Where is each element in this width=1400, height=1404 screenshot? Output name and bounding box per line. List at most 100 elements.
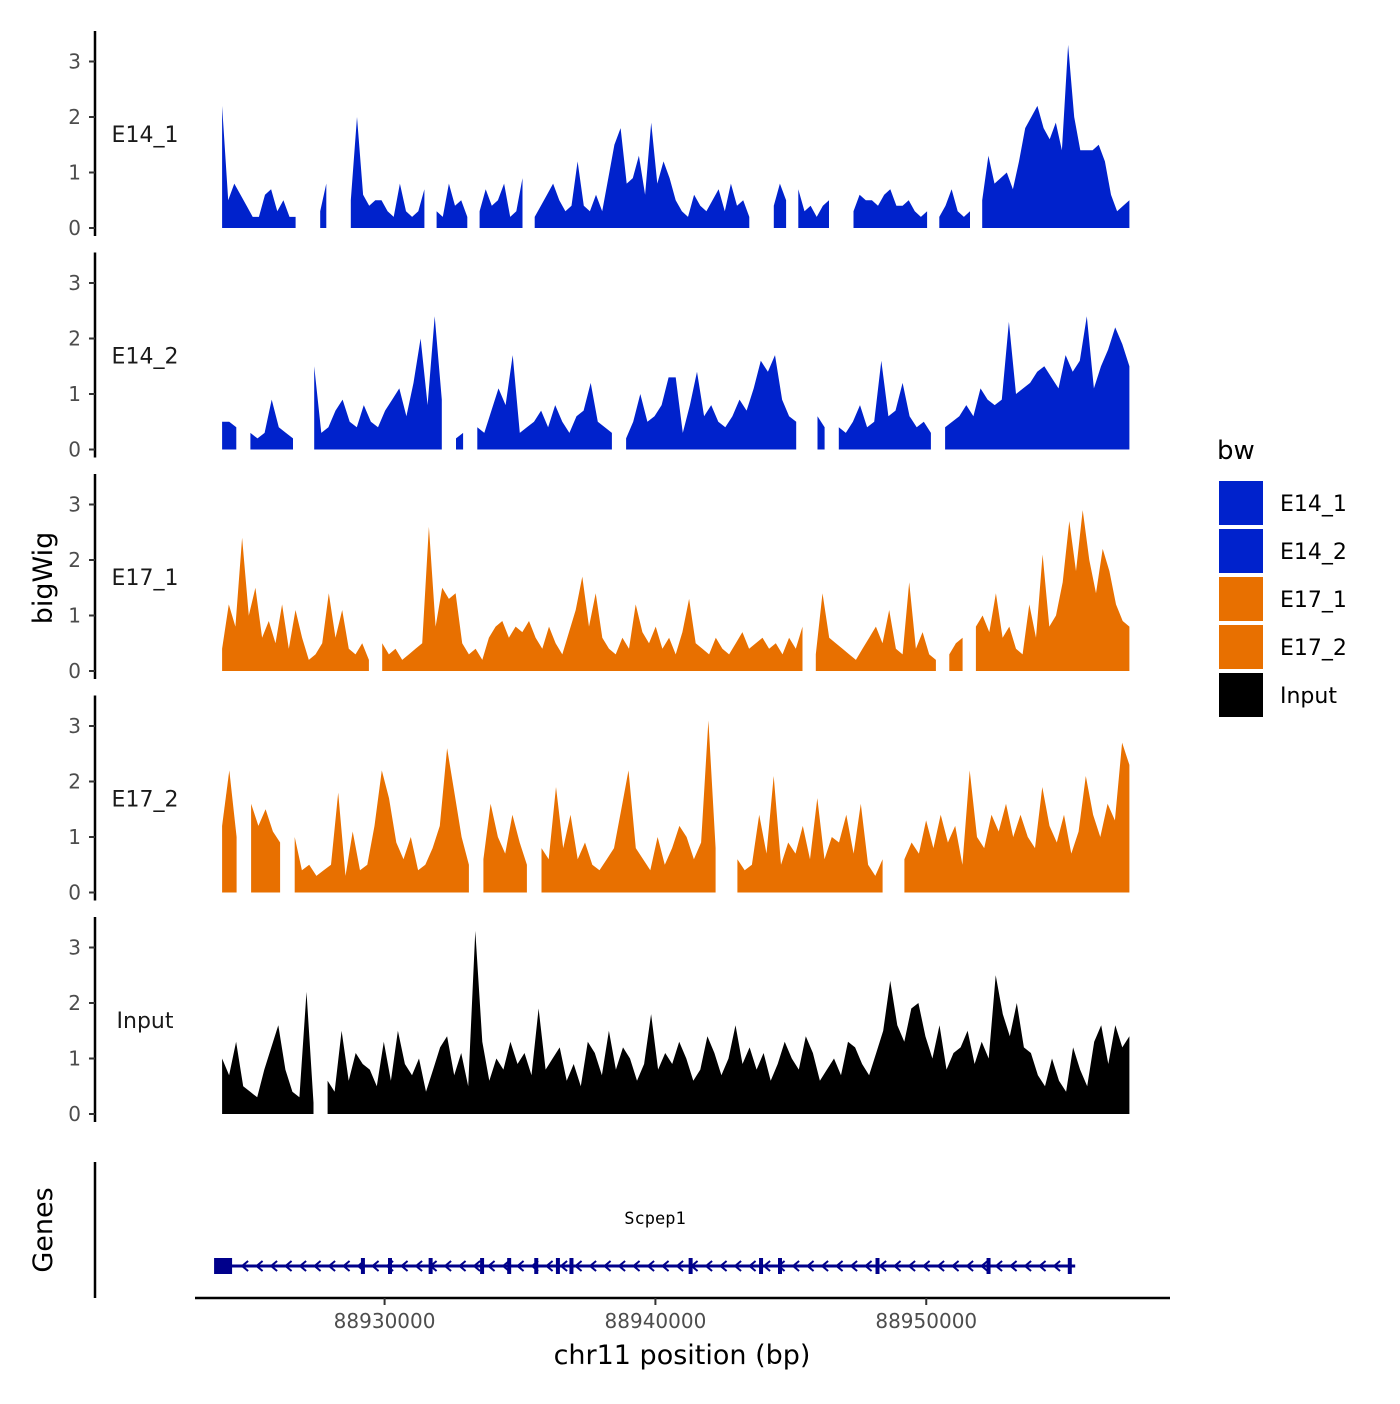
- strand-arrow: [240, 1260, 249, 1272]
- strand-arrow: [878, 1260, 887, 1272]
- strand-arrow: [559, 1260, 568, 1272]
- y-tick-label: 3: [68, 271, 81, 295]
- strand-arrow: [327, 1260, 336, 1272]
- track-e17_1: 0 1 2 3 E17_1: [68, 473, 1130, 683]
- coverage-area: [815, 582, 936, 671]
- coverage-area: [838, 360, 931, 450]
- strand-arrow: [661, 1260, 670, 1272]
- strand-arrow: [646, 1260, 655, 1272]
- strand-arrow: [617, 1260, 626, 1272]
- legend-label: E14_1: [1280, 492, 1347, 517]
- strand-arrow: [951, 1260, 960, 1272]
- coverage-area: [737, 776, 883, 893]
- gene-exon: [688, 1258, 693, 1274]
- legend-item-input: Input: [1219, 673, 1337, 717]
- legend-items: E14_1 E14_2 E17_1 E17_2 Input: [1219, 481, 1347, 717]
- y-tick-label: 1: [68, 382, 81, 406]
- strand-arrow: [1023, 1260, 1032, 1272]
- strand-arrow: [313, 1260, 322, 1272]
- strand-arrow: [675, 1260, 684, 1272]
- strand-arrow: [516, 1260, 525, 1272]
- strand-arrow: [632, 1260, 641, 1272]
- coverage-area: [798, 189, 829, 228]
- coverage-tracks: 0 1 2 3 E14_1 0 1 2 3 E14_2 0 1 2 3 E17_1 0 1 2 3 E17_2 0 1 2 3…: [68, 30, 1130, 1126]
- strand-arrow: [371, 1260, 380, 1272]
- strand-arrow: [965, 1260, 974, 1272]
- y-tick-label: 3: [68, 493, 81, 517]
- strand-arrow: [762, 1260, 771, 1272]
- y-tick-label: 2: [68, 991, 81, 1015]
- strand-arrow: [443, 1260, 452, 1272]
- strand-arrow: [980, 1260, 989, 1272]
- coverage-area: [327, 930, 1130, 1114]
- strand-arrow: [849, 1260, 858, 1272]
- legend-swatch: [1219, 529, 1263, 573]
- x-axis-ticks: 88930000 88940000 88950000: [334, 1298, 977, 1333]
- legend-label: E17_2: [1280, 636, 1347, 661]
- coverage-area: [456, 432, 464, 450]
- strand-arrow: [719, 1260, 728, 1272]
- coverage-area: [222, 770, 237, 893]
- strand-arrow: [472, 1260, 481, 1272]
- strand-arrow: [893, 1260, 902, 1272]
- strand-arrow: [994, 1260, 1003, 1272]
- strand-arrow: [298, 1260, 307, 1272]
- strand-arrow: [269, 1260, 278, 1272]
- legend-item-e14_1: E14_1: [1219, 481, 1347, 525]
- track-label: E14_2: [112, 345, 179, 370]
- y-tick-label: 3: [68, 714, 81, 738]
- y-tick-label: 0: [68, 1102, 81, 1126]
- strand-arrow: [400, 1260, 409, 1272]
- coverage-area: [483, 803, 527, 893]
- strand-arrow: [487, 1260, 496, 1272]
- legend-item-e14_2: E14_2: [1219, 529, 1347, 573]
- legend-item-e17_1: E17_1: [1219, 577, 1347, 621]
- y-tick-label: 1: [68, 604, 81, 628]
- strand-arrow: [835, 1260, 844, 1272]
- legend-swatch: [1219, 673, 1263, 717]
- x-tick-label: 88940000: [605, 1309, 707, 1333]
- coverage-area: [541, 720, 716, 893]
- coverage-area: [479, 178, 523, 228]
- coverage-area: [294, 748, 469, 893]
- coverage-area: [945, 316, 1130, 450]
- track-e14_1: 0 1 2 3 E14_1: [68, 30, 1130, 240]
- legend: bw E14_1 E14_2 E17_1 E17_2 Input: [1217, 436, 1347, 717]
- strand-arrow: [284, 1260, 293, 1272]
- coverage-area: [975, 510, 1130, 671]
- y-tick-label: 2: [68, 327, 81, 351]
- coverage-area: [436, 183, 468, 228]
- strand-arrow: [748, 1260, 757, 1272]
- strand-arrow: [458, 1260, 467, 1272]
- strand-arrow: [342, 1260, 351, 1272]
- gene-exon: [534, 1258, 539, 1274]
- coverage-area: [222, 105, 296, 228]
- gene-exon: [1067, 1258, 1072, 1274]
- coverage-area: [222, 991, 314, 1114]
- y-axis-title: bigWig: [28, 532, 59, 625]
- coverage-area: [222, 421, 237, 450]
- gene-exon: [428, 1258, 433, 1274]
- strand-arrow: [574, 1260, 583, 1272]
- strand-arrow: [791, 1260, 800, 1272]
- strand-arrow: [733, 1260, 742, 1272]
- coverage-area: [382, 526, 803, 671]
- track-input: 0 1 2 3 Input: [68, 916, 1130, 1126]
- legend-label: E14_2: [1280, 540, 1347, 565]
- gene-exon: [388, 1258, 392, 1274]
- y-tick-label: 3: [68, 936, 81, 960]
- strand-arrow: [704, 1260, 713, 1272]
- x-tick-label: 88930000: [334, 1309, 436, 1333]
- y-tick-label: 2: [68, 548, 81, 572]
- strand-arrow: [603, 1260, 612, 1272]
- gene-exon: [360, 1258, 365, 1274]
- y-tick-label: 0: [68, 438, 81, 462]
- strand-arrow: [907, 1260, 916, 1272]
- track-label: E17_2: [112, 788, 179, 813]
- legend-title: bw: [1217, 436, 1255, 466]
- coverage-area: [817, 416, 825, 450]
- legend-item-e17_2: E17_2: [1219, 625, 1347, 669]
- gene-exon: [759, 1258, 764, 1274]
- strand-arrow: [922, 1260, 931, 1272]
